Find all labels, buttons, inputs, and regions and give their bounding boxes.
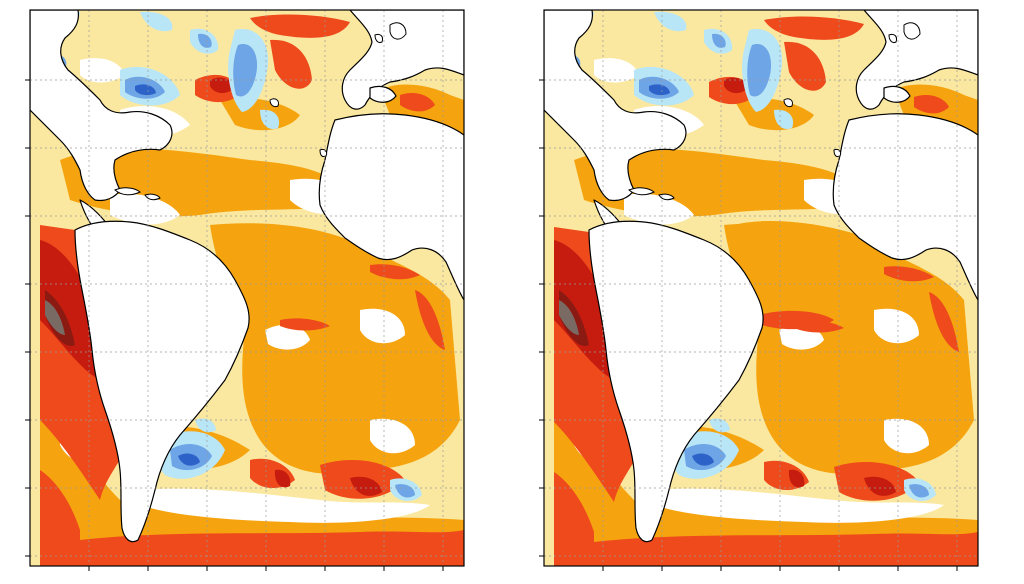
anomaly-region-red-orange	[400, 93, 435, 112]
land-4	[832, 113, 978, 301]
anomaly-region-red-orange	[914, 95, 949, 114]
landmasses	[544, 10, 978, 543]
anomaly-region-dark-red	[554, 240, 616, 380]
anomaly-region-grey-brown	[45, 300, 65, 335]
island-3	[374, 33, 383, 43]
anomaly-region-ocean-white	[265, 324, 310, 350]
axis-ticks	[539, 79, 958, 571]
anomaly-region-light-blue	[774, 109, 794, 130]
land-4	[318, 113, 464, 301]
land-0	[544, 10, 687, 202]
map-panel-right	[534, 0, 980, 584]
land-0	[30, 10, 173, 202]
anomaly-region-orange	[554, 400, 978, 566]
land-5	[883, 85, 911, 103]
landmasses	[30, 10, 464, 543]
island-0	[114, 187, 141, 196]
island-5	[783, 98, 793, 108]
graticule	[544, 10, 978, 566]
anomaly-region-orange	[40, 400, 464, 566]
island-0	[628, 187, 655, 196]
anomaly-region-light-blue	[260, 109, 280, 130]
anomaly-region-grey-brown	[559, 300, 579, 335]
anomaly-region-dark-red	[724, 77, 748, 94]
anomaly-region-ocean-white	[80, 58, 125, 83]
island-4	[319, 149, 328, 158]
anomaly-region-orange	[210, 223, 460, 474]
anomaly-region-blue	[747, 44, 772, 97]
anomaly-region-light-blue	[709, 418, 730, 433]
anomaly-field	[544, 10, 978, 566]
island-5	[269, 98, 279, 108]
anomaly-region-ocean-white	[140, 488, 430, 523]
land-5	[369, 85, 397, 103]
island-2	[903, 22, 921, 40]
anomaly-field	[30, 10, 464, 566]
anomaly-region-dark-red	[274, 469, 291, 488]
anomaly-region-red-orange	[764, 16, 864, 40]
sst-anomaly-map-right	[539, 9, 979, 571]
anomaly-region-blue	[712, 33, 726, 48]
anomaly-region-red-orange	[40, 470, 80, 566]
island-4	[833, 149, 842, 158]
anomaly-region-dark-red	[210, 77, 234, 94]
anomaly-region-red-orange	[415, 290, 445, 350]
anomaly-region-red-orange	[270, 39, 312, 89]
island-3	[888, 33, 897, 43]
anomaly-region-blue	[198, 33, 212, 48]
anomaly-region-ocean-white	[884, 418, 929, 454]
map-frame	[29, 9, 465, 567]
anomaly-region-ocean-white	[110, 193, 180, 225]
anomaly-region-dark-blue	[135, 84, 156, 96]
anomaly-region-red-orange	[594, 532, 978, 566]
anomaly-region-blue	[233, 44, 258, 97]
sst-anomaly-map-left	[25, 9, 465, 571]
anomaly-region-dark-blue	[649, 84, 670, 96]
anomaly-region-blue	[395, 484, 415, 498]
anomaly-region-light-blue	[195, 418, 216, 433]
anomaly-region-red-orange	[759, 310, 834, 330]
anomaly-region-ocean-white	[654, 488, 944, 523]
anomaly-region-orange	[724, 223, 974, 474]
map-frame	[543, 9, 979, 567]
land-2	[588, 220, 764, 543]
anomaly-region-ocean-white	[624, 193, 694, 225]
map-panel-left	[20, 0, 466, 584]
anomaly-region-blue	[909, 484, 929, 498]
island-2	[389, 22, 407, 40]
land-3	[341, 10, 464, 110]
anomaly-region-red-orange	[784, 41, 826, 91]
axis-ticks	[25, 79, 444, 571]
anomaly-region-dark-blue	[178, 453, 200, 466]
anomaly-region-dark-red	[40, 240, 102, 380]
anomaly-region-red-orange	[80, 530, 464, 566]
anomaly-region-red-orange	[554, 472, 594, 566]
anomaly-region-ocean-white	[360, 308, 405, 344]
land-3	[855, 10, 978, 110]
anomaly-region-ocean-white	[594, 58, 639, 83]
anomaly-region-red-orange	[370, 264, 420, 280]
graticule	[30, 10, 464, 566]
anomaly-region-red-orange	[929, 292, 959, 352]
anomaly-region-red-orange	[280, 318, 330, 331]
anomaly-region-dark-blue	[692, 453, 714, 466]
island-1	[144, 193, 161, 201]
anomaly-region-red-orange	[884, 266, 934, 282]
island-1	[658, 193, 675, 201]
anomaly-region-ocean-white	[370, 418, 415, 454]
land-2	[74, 220, 250, 543]
anomaly-region-dark-red	[350, 476, 382, 496]
anomaly-region-dark-red	[788, 469, 805, 488]
anomaly-region-ocean-white	[874, 308, 919, 344]
anomaly-region-dark-red	[864, 476, 896, 496]
